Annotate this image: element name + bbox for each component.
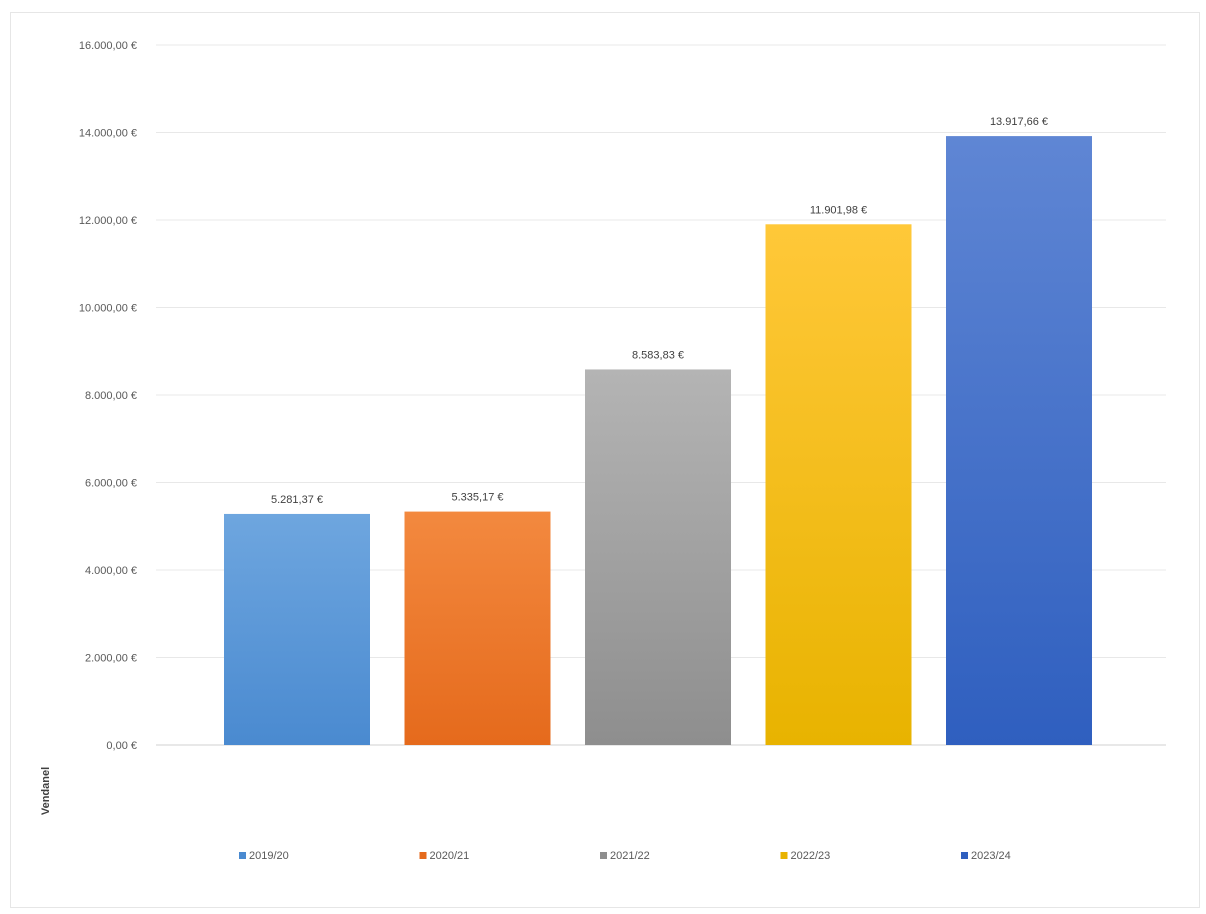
bar: [585, 369, 731, 745]
bar: [404, 511, 551, 745]
data-label: 11.901,98 €: [810, 204, 867, 216]
bar-chart: 0,00 € 2.000,00 € 4.000,00 € 6.000,00 € 8.00…: [40, 40, 1166, 862]
legend-swatch: [419, 852, 427, 859]
y-tick-label: 16.000,00 €: [79, 40, 137, 52]
bars: [224, 136, 1092, 746]
legend-swatch: [780, 852, 788, 859]
y-axis-title: Vendanel: [40, 767, 52, 815]
y-tick-label: 8.000,00 €: [85, 390, 137, 402]
data-labels: 5.281,37 € 5.335,17 € 8.583,83 € 11.901,98 …: [271, 116, 1048, 506]
y-tick-label: 12.000,00 €: [79, 215, 137, 227]
legend-label: 2023/24: [971, 850, 1011, 862]
legend-swatch: [239, 852, 246, 859]
bar: [946, 136, 1092, 746]
bar: [765, 224, 912, 745]
y-tick-label: 10.000,00 €: [79, 303, 137, 315]
legend-label: 2020/21: [430, 850, 470, 862]
data-label: 8.583,83 €: [632, 349, 684, 361]
y-tick-label: 14.000,00 €: [79, 128, 137, 140]
legend-swatch: [961, 852, 968, 859]
legend: 2019/20 2020/21 2021/22 2022/23 2023/24: [239, 850, 1011, 862]
data-label: 13.917,66 €: [990, 116, 1048, 128]
data-label: 5.281,37 €: [271, 494, 323, 506]
legend-label: 2019/20: [249, 850, 289, 862]
chart-area: 0,00 € 2.000,00 € 4.000,00 € 6.000,00 € 8.00…: [10, 12, 1200, 908]
y-tick-label: 4.000,00 €: [85, 565, 137, 577]
legend-swatch: [600, 852, 607, 859]
y-tick-label: 6.000,00 €: [85, 478, 137, 490]
y-axis-ticks: 0,00 € 2.000,00 € 4.000,00 € 6.000,00 € 8.00…: [79, 40, 137, 752]
bar: [224, 513, 370, 745]
y-tick-label: 0,00 €: [106, 740, 137, 752]
data-label: 5.335,17 €: [452, 492, 504, 504]
legend-label: 2021/22: [610, 850, 650, 862]
y-tick-label: 2.000,00 €: [85, 653, 137, 665]
legend-label: 2022/23: [791, 850, 831, 862]
